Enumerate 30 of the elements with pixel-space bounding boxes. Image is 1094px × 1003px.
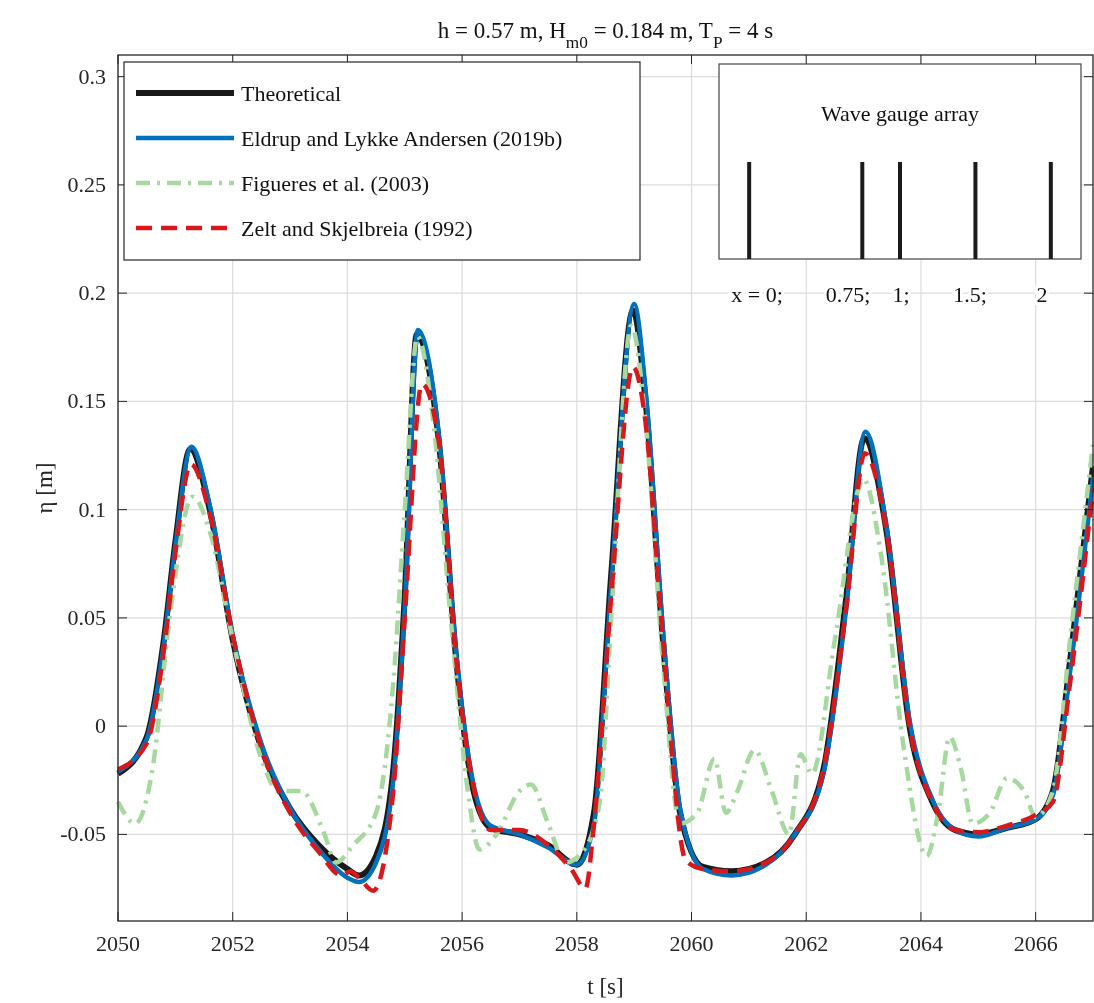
x-tick-label: 2060 <box>669 931 714 956</box>
annotation: 0.75; <box>825 282 871 307</box>
chart-title: h = 0.57 m, H$_{m0}$ = 0.184 m, T$_{P}$ = 4 s <box>437 18 774 52</box>
x-axis-title: t [s] <box>587 974 624 999</box>
annotation: Wave gauge array <box>820 101 980 126</box>
x-tick-label: 2062 <box>784 931 829 956</box>
x-tick-label: 2056 <box>440 931 485 956</box>
y-tick-label: 0 <box>95 713 106 739</box>
legend-label: Figueres et al. (2003) <box>241 171 430 196</box>
y-tick-label: 0.3 <box>78 63 106 89</box>
x-tick-label: 2052 <box>210 931 255 956</box>
legend-label: Theoretical <box>241 81 342 106</box>
x-tick-label: 2058 <box>554 931 599 956</box>
y-tick-label: 0.25 <box>67 171 106 197</box>
annotation: 2 <box>1036 282 1048 307</box>
y-axis-title: η [m] <box>32 462 57 514</box>
y-tick-label: 0.2 <box>78 280 106 306</box>
y-tick-label: 0.05 <box>67 604 106 630</box>
legend-label: Zelt and Skjelbreia (1992) <box>241 216 473 241</box>
annotation: 1; <box>892 282 910 307</box>
x-tick-label: 2064 <box>898 931 943 956</box>
x-tick-label: 2054 <box>325 931 370 956</box>
x-tick-label: 2050 <box>96 931 140 956</box>
legend-label: Eldrup and Lykke Andersen (2019b) <box>241 126 563 151</box>
annotation: x = 0; <box>731 282 783 307</box>
y-tick-label: -0.05 <box>60 821 106 847</box>
y-tick-label: 0.15 <box>67 388 106 414</box>
x-tick-label: 2066 <box>1013 931 1058 956</box>
annotation: 1.5; <box>953 282 987 307</box>
y-tick-label: 0.1 <box>78 496 106 522</box>
